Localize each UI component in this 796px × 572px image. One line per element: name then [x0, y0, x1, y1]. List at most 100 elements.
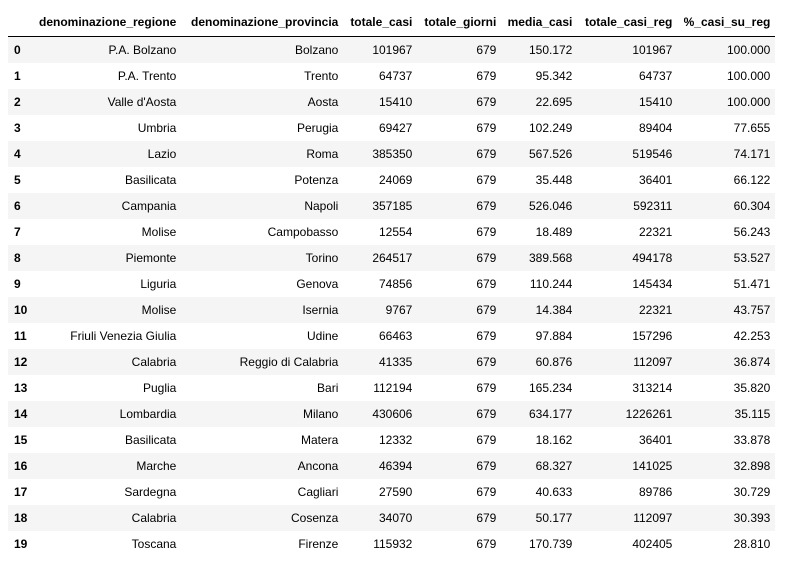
table-header: denominazione_regione denominazione_provi…	[8, 8, 776, 37]
table-cell: 66.122	[733, 172, 771, 187]
table-row: 0 P.A. Bolzano Bolzano 101967 679 150.172 1019…	[8, 36, 776, 63]
table-cell: 74.171	[733, 146, 771, 161]
row-index: 14	[14, 406, 28, 421]
table-row: 12 Calabria Reggio di Calabria 41335 679 60.8…	[8, 348, 776, 375]
table-cell: 60.876	[535, 354, 573, 369]
table-row: 16 Marche Ancona 46394 679 68.327 141025 32.898	[8, 452, 776, 479]
row-index: 6	[14, 198, 21, 213]
column-header-media-casi: media_casi	[501, 8, 578, 37]
row-index: 8	[14, 250, 21, 265]
table-cell: 28.810	[733, 536, 771, 551]
table-cell: 30.393	[733, 510, 771, 525]
table-cell: Basilicata	[125, 432, 177, 447]
row-index: 16	[14, 458, 28, 473]
table-cell: Bolzano	[294, 42, 339, 57]
row-index: 9	[14, 276, 21, 291]
table-cell: Calabria	[131, 510, 177, 525]
table-cell: Umbria	[137, 120, 177, 135]
table-cell: 36.874	[733, 354, 771, 369]
table-cell: Matera	[301, 432, 339, 447]
table-cell: 42.253	[733, 328, 771, 343]
table-cell: 102.249	[528, 120, 573, 135]
table-cell: 43.757	[733, 302, 771, 317]
table-cell: Basilicata	[125, 172, 177, 187]
table-cell: 145434	[632, 276, 673, 291]
row-index: 19	[14, 536, 28, 551]
table-cell: 15410	[638, 94, 673, 109]
table-cell: 430606	[372, 406, 413, 421]
row-index: 13	[14, 380, 28, 395]
table-cell: Genova	[296, 276, 339, 291]
table-cell: P.A. Bolzano	[108, 42, 177, 57]
index-header	[8, 8, 33, 37]
table-cell: Lazio	[147, 146, 177, 161]
table-cell: 89404	[638, 120, 673, 135]
table-cell: 35.115	[734, 406, 771, 421]
table-row: 8 Piemonte Torino 264517 679 389.568 494178 53.…	[8, 244, 776, 271]
table-row: 11 Friuli Venezia Giulia Udine 66463 679 97.8…	[8, 322, 776, 349]
row-index: 12	[14, 354, 28, 369]
table-cell: 35.820	[733, 380, 771, 395]
row-index: 2	[14, 94, 21, 109]
row-index: 17	[14, 484, 28, 499]
table-cell: 22321	[638, 302, 673, 317]
table-cell: 27590	[378, 484, 413, 499]
table-cell: 112194	[373, 380, 413, 395]
table-cell: 36401	[638, 432, 673, 447]
table-cell: 14.384	[535, 302, 573, 317]
table-cell: Aosta	[307, 94, 339, 109]
table-cell: 389.568	[528, 250, 573, 265]
table-cell: 97.884	[535, 328, 573, 343]
table-cell: 313214	[632, 380, 673, 395]
table-cell: Molise	[141, 302, 177, 317]
table-cell: 101967	[372, 42, 413, 57]
table-cell: Cosenza	[290, 510, 339, 525]
column-header-totale-giorni: totale_giorni	[417, 8, 502, 37]
table-cell: Isernia	[302, 302, 339, 317]
table-cell: 679	[476, 380, 497, 395]
table-cell: 89786	[638, 484, 673, 499]
table-cell: 12332	[378, 432, 413, 447]
table-cell: Potenza	[294, 172, 339, 187]
table-row: 18 Calabria Cosenza 34070 679 50.177 112097 30.…	[8, 504, 776, 531]
table-cell: 74856	[378, 276, 413, 291]
table-cell: 519546	[632, 146, 673, 161]
table-cell: Ancona	[297, 458, 339, 473]
table-cell: 40.633	[535, 484, 573, 499]
table-cell: 157296	[632, 328, 673, 343]
table-cell: 679	[476, 536, 497, 551]
table-cell: 95.342	[535, 68, 573, 83]
table-cell: 494178	[632, 250, 673, 265]
table-row: 14 Lombardia Milano 430606 679 634.177 1226261…	[8, 400, 776, 427]
table-cell: 100.000	[726, 68, 771, 83]
table-cell: 22.695	[535, 94, 573, 109]
table-cell: 46394	[378, 458, 413, 473]
column-header-totale-casi: totale_casi	[343, 8, 418, 37]
table-cell: 34070	[378, 510, 413, 525]
table-cell: 634.177	[528, 406, 573, 421]
table-cell: 69427	[378, 120, 413, 135]
table-cell: 68.327	[535, 458, 573, 473]
row-index: 10	[14, 302, 28, 317]
table-cell: 679	[476, 172, 497, 187]
table-cell: Roma	[306, 146, 339, 161]
row-index: 7	[14, 224, 21, 239]
row-index: 1	[14, 68, 21, 83]
table-cell: 679	[476, 484, 497, 499]
table-cell: 679	[476, 276, 497, 291]
table-cell: 77.655	[733, 120, 771, 135]
table-cell: 679	[476, 510, 497, 525]
table-cell: 141025	[632, 458, 673, 473]
table-cell: Trento	[304, 68, 339, 83]
table-cell: 35.448	[535, 172, 573, 187]
column-header-casi-su-reg: %_casi_su_reg	[677, 8, 776, 37]
table-cell: 165.234	[528, 380, 573, 395]
table-cell: 679	[476, 328, 497, 343]
table-cell: 679	[476, 302, 497, 317]
table-cell: 41335	[378, 354, 413, 369]
table-cell: 357185	[372, 198, 413, 213]
table-cell: Perugia	[296, 120, 339, 135]
table-cell: 101967	[632, 42, 673, 57]
table-cell: Valle d'Aosta	[107, 94, 177, 109]
table-cell: 53.527	[733, 250, 771, 265]
